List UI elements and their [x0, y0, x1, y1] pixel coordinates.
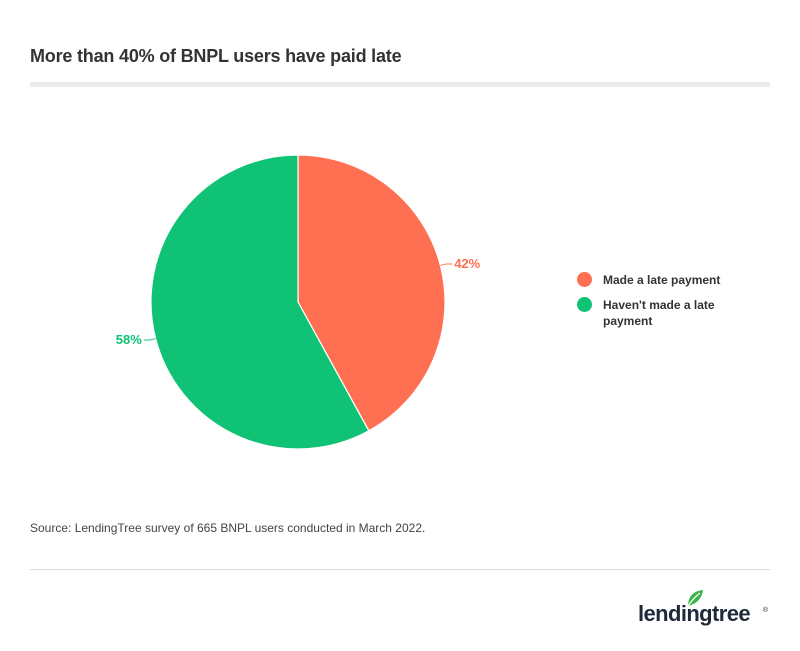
footer-divider — [30, 569, 770, 570]
legend-label-late: Made a late payment — [603, 273, 721, 287]
pie-slice-not-late — [150, 154, 370, 450]
logo-wordmark: lendingtree — [638, 601, 751, 626]
leaf-icon — [687, 590, 703, 607]
pie-label-not-late: 58% — [116, 332, 142, 347]
legend-swatch-not-late — [577, 297, 592, 312]
legend-label-not-late: Haven't made a late payment — [603, 298, 715, 328]
legend-item-late: Made a late payment — [577, 272, 757, 288]
pie-label-late: 42% — [454, 256, 480, 271]
pie-leader-not-late — [143, 338, 156, 341]
lendingtree-logo: lendingtree ® — [638, 589, 770, 633]
chart-title: More than 40% of BNPL users have paid la… — [30, 46, 402, 66]
legend-swatch-late — [577, 272, 592, 287]
logo-registered-mark: ® — [762, 607, 768, 614]
legend: Made a late payment Haven't made a late … — [577, 272, 757, 338]
source-note: Source: LendingTree survey of 665 BNPL u… — [30, 521, 426, 535]
pie-leader-late — [440, 263, 453, 266]
pie-chart: 42% 58% — [116, 154, 481, 450]
pie-slice-late — [297, 154, 446, 432]
title-divider — [30, 82, 770, 87]
legend-item-not-late: Haven't made a late payment — [577, 297, 757, 329]
